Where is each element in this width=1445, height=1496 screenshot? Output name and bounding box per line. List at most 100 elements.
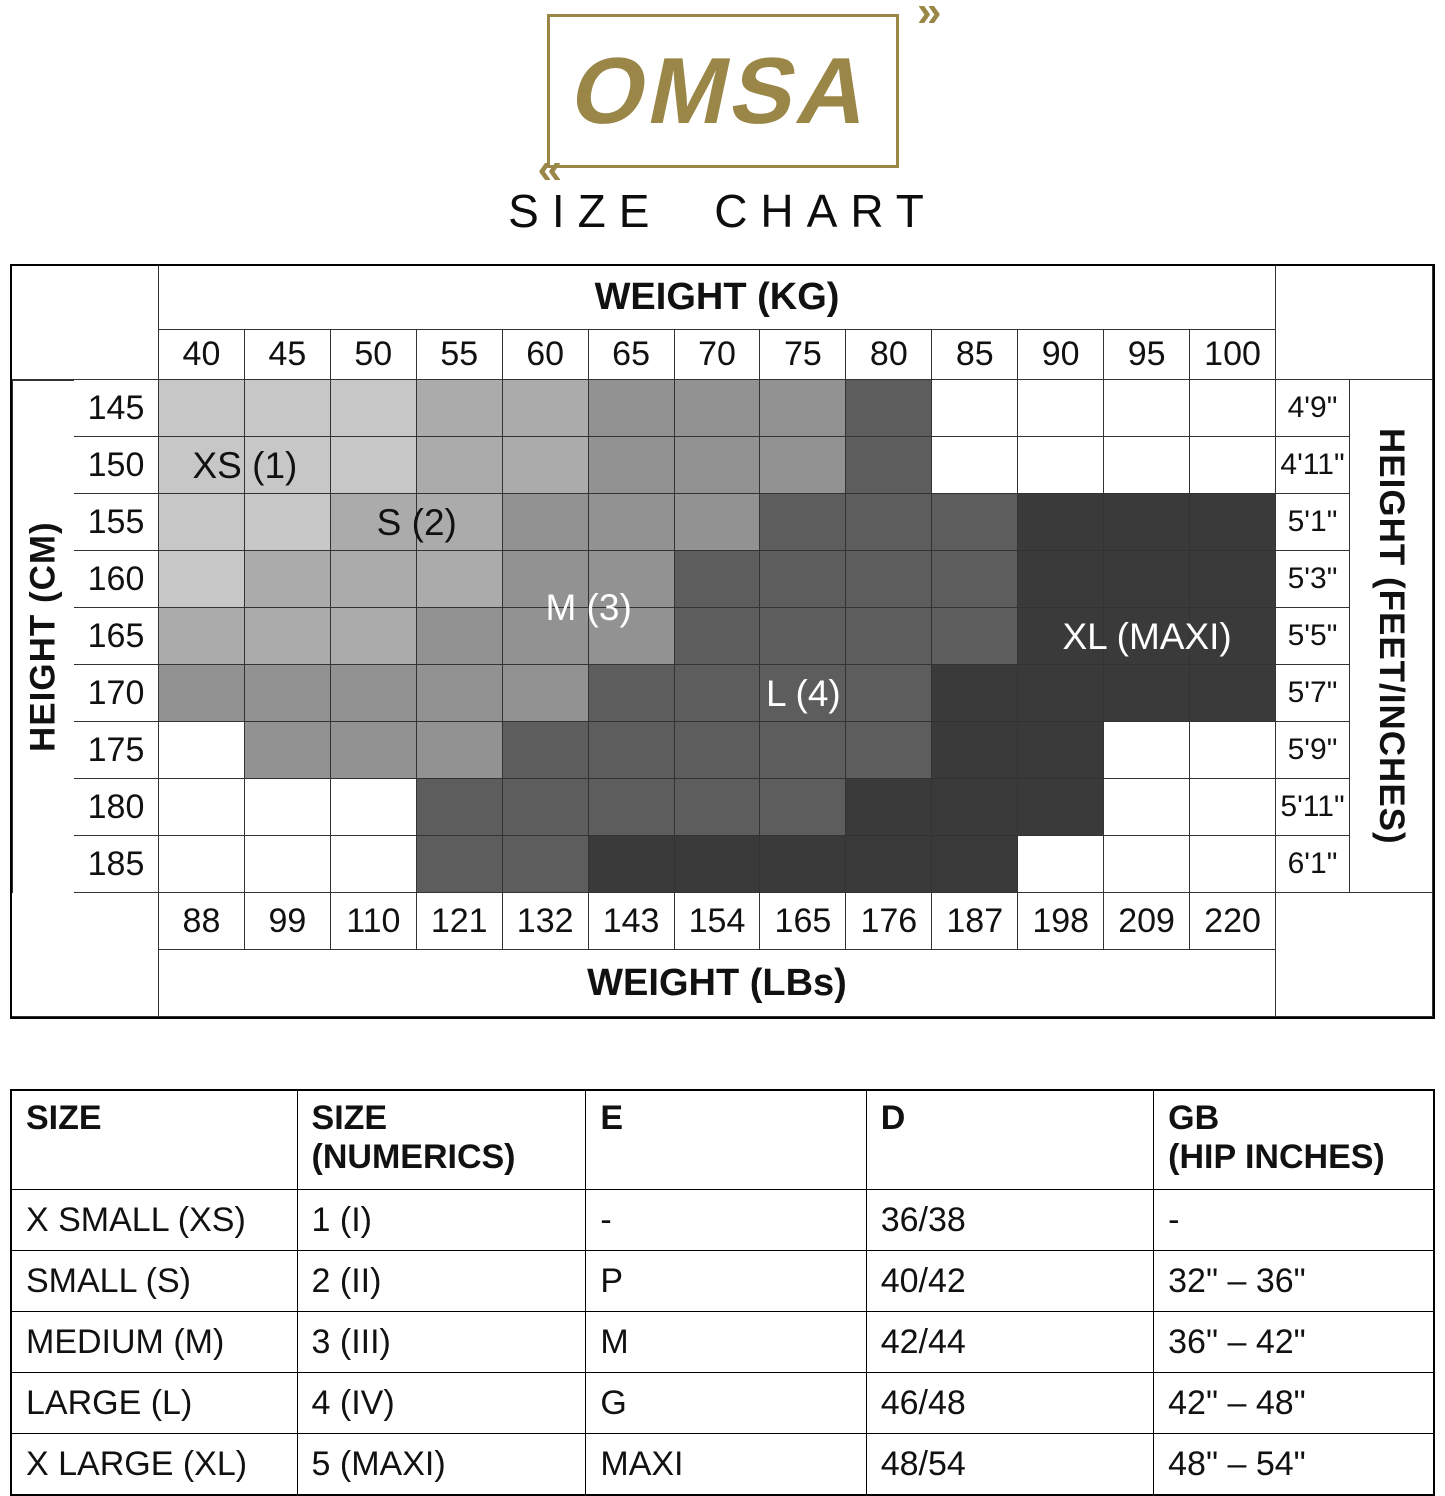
size-cell-m <box>502 608 589 665</box>
grid-corner-bottom-left <box>12 893 159 1017</box>
size-cell-xs <box>159 494 245 551</box>
size-cell-m <box>588 608 675 665</box>
omsa-logo: » « OMSA <box>538 0 942 191</box>
weight-kg-value: 50 <box>330 330 417 380</box>
height-ftin-value: 5'5" <box>1276 608 1350 665</box>
size-cell-m <box>502 494 589 551</box>
weight-kg-value: 80 <box>846 330 933 380</box>
size-cell-xl <box>932 779 1019 836</box>
size-cell-s <box>330 608 417 665</box>
size-cell-xl <box>1018 722 1105 779</box>
conv-cell: G <box>585 1372 867 1434</box>
weight-lbs-value: 154 <box>674 893 761 950</box>
conv-cell: 5 (MAXI) <box>296 1433 587 1496</box>
weight-kg-value: 85 <box>932 330 1019 380</box>
height-cm-value: 160 <box>74 551 159 608</box>
conv-cell: 3 (III) <box>296 1311 587 1373</box>
size-cell-xs <box>159 437 245 494</box>
size-cell-m <box>674 494 761 551</box>
size-cell-l <box>846 551 933 608</box>
weight-lbs-value: 220 <box>1190 893 1276 950</box>
size-cell-m <box>502 551 589 608</box>
size-cell-xl <box>760 836 847 893</box>
conv-cell: 48/54 <box>865 1433 1155 1496</box>
size-cell-s <box>502 380 589 437</box>
size-cell-m <box>588 437 675 494</box>
size-cell-m <box>502 665 589 722</box>
size-cell-xl <box>674 836 761 893</box>
conv-cell: P <box>585 1250 867 1312</box>
conversion-header-row: SIZE SIZE (NUMERICS) E D GB (HIP INCHES) <box>10 1089 1435 1190</box>
grid-corner-top-left <box>12 266 159 380</box>
size-cell-l <box>416 836 503 893</box>
height-ftin-value: 5'1" <box>1276 494 1350 551</box>
weight-lbs-value: 110 <box>330 893 417 950</box>
size-cell-xl <box>1190 608 1276 665</box>
size-cell-l <box>846 494 933 551</box>
height-cm-value: 145 <box>74 380 159 437</box>
height-ftin-value: 5'3" <box>1276 551 1350 608</box>
table-row: X SMALL (XS) 1 (I) - 36/38 - <box>10 1189 1435 1251</box>
size-cell-xl <box>932 665 1019 722</box>
height-ftin-value: 4'11" <box>1276 437 1350 494</box>
logo-arrow-right-icon: » <box>917 0 942 36</box>
size-cell-m <box>159 665 245 722</box>
size-cell-l <box>502 722 589 779</box>
weight-lbs-value: 187 <box>932 893 1019 950</box>
size-cell-xs <box>244 494 331 551</box>
table-row: LARGE (L) 4 (IV) G 46/48 42" – 48" <box>10 1372 1435 1434</box>
size-cell-xs <box>244 380 331 437</box>
table-row: SMALL (S) 2 (II) P 40/42 32" – 36" <box>10 1250 1435 1312</box>
size-cell-xl <box>1104 665 1191 722</box>
size-cell-xl <box>846 779 933 836</box>
conv-cell: M <box>585 1311 867 1373</box>
size-cell-empty <box>1104 836 1191 893</box>
size-cell-s <box>244 608 331 665</box>
table-row: X LARGE (XL) 5 (MAXI) MAXI 48/54 48" – 5… <box>10 1433 1435 1496</box>
weight-lbs-value: 88 <box>159 893 245 950</box>
conv-cell: X LARGE (XL) <box>10 1433 298 1496</box>
size-cell-s <box>330 494 417 551</box>
size-cell-m <box>674 437 761 494</box>
size-cell-s <box>416 494 503 551</box>
size-cell-empty <box>1104 722 1191 779</box>
size-cell-m <box>588 551 675 608</box>
size-cell-l <box>846 722 933 779</box>
size-cell-l <box>760 665 847 722</box>
col-header-gb: GB (HIP INCHES) <box>1153 1089 1435 1190</box>
height-ftin-value: 5'7" <box>1276 665 1350 722</box>
size-selection-grid: WEIGHT (KG) HEIGHT (CM) HEIGHT (FEET/INC… <box>10 264 1435 1019</box>
size-cell-m <box>416 665 503 722</box>
size-cell-empty <box>159 722 245 779</box>
size-cell-empty <box>159 836 245 893</box>
size-cell-empty <box>159 779 245 836</box>
size-cell-l <box>932 494 1019 551</box>
size-cell-empty <box>1104 437 1191 494</box>
size-cell-m <box>760 380 847 437</box>
size-cell-s <box>330 551 417 608</box>
size-cell-l <box>588 722 675 779</box>
size-cell-m <box>244 665 331 722</box>
size-cell-xl <box>1018 494 1105 551</box>
weight-kg-value: 90 <box>1018 330 1105 380</box>
conv-cell: 36" – 42" <box>1153 1311 1435 1373</box>
weight-kg-header: WEIGHT (KG) <box>159 266 1276 330</box>
weight-lbs-value: 132 <box>502 893 589 950</box>
conv-cell: 42" – 48" <box>1153 1372 1435 1434</box>
size-cell-empty <box>244 779 331 836</box>
conv-cell: MEDIUM (M) <box>10 1311 298 1373</box>
size-cell-l <box>846 608 933 665</box>
size-cell-s <box>502 437 589 494</box>
conv-cell: - <box>1153 1189 1435 1251</box>
height-cm-axis-label: HEIGHT (CM) <box>12 380 74 893</box>
height-ftin-value: 6'1" <box>1276 836 1350 893</box>
logo-wordmark: OMSA <box>562 38 883 143</box>
size-cell-l <box>760 608 847 665</box>
size-cell-l <box>588 665 675 722</box>
grid-corner-top-right <box>1276 266 1433 380</box>
conv-cell: 36/38 <box>865 1189 1155 1251</box>
table-row: MEDIUM (M) 3 (III) M 42/44 36" – 42" <box>10 1311 1435 1373</box>
size-cell-empty <box>330 836 417 893</box>
size-cell-s <box>159 608 245 665</box>
page-title: SIZE CHART <box>508 185 937 237</box>
